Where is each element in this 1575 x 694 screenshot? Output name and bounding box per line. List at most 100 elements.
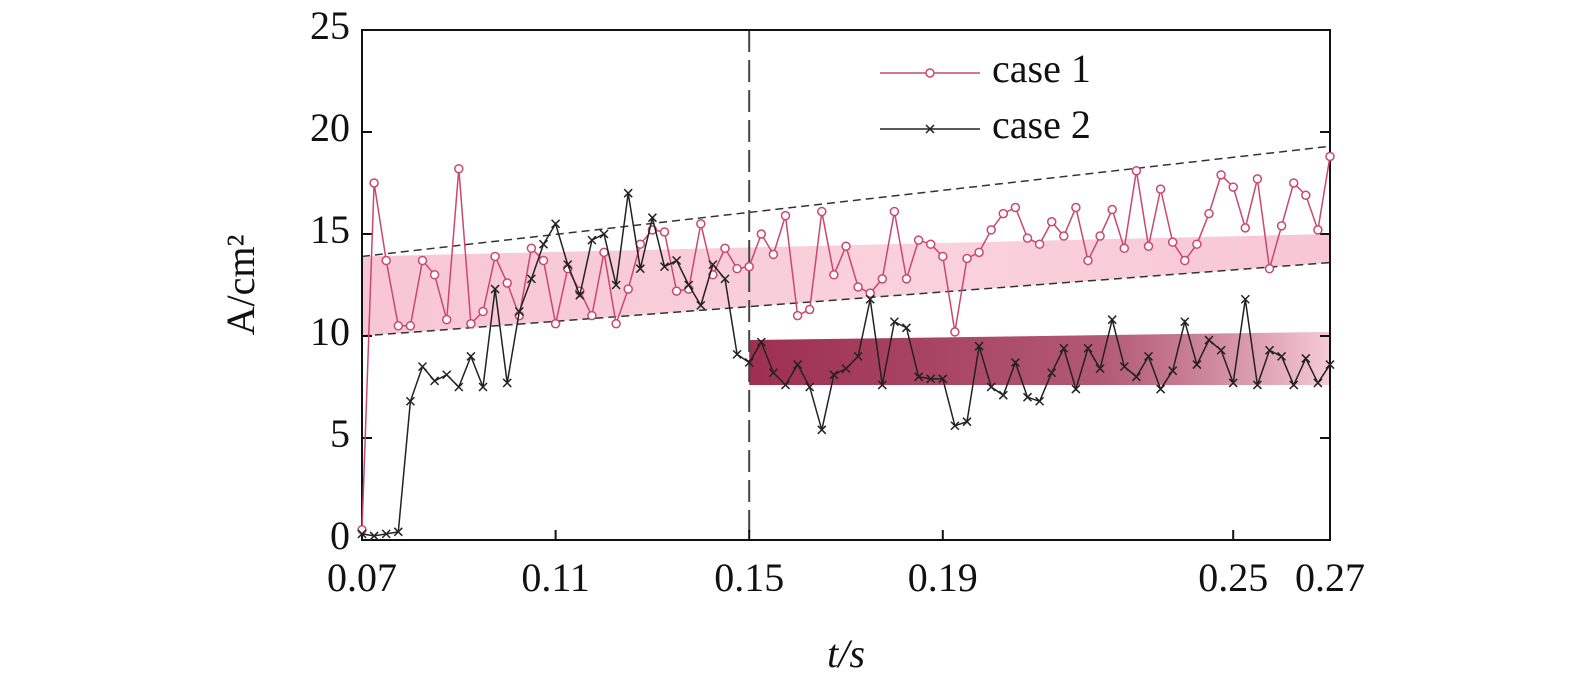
point: [1168, 366, 1178, 376]
point: [805, 382, 815, 392]
point: [962, 253, 972, 264]
point: [1047, 368, 1057, 378]
point: [841, 364, 851, 374]
point: [466, 351, 476, 361]
point: [853, 282, 863, 292]
point: [1192, 360, 1202, 370]
y-tick-label: 15: [310, 207, 350, 252]
point: [1010, 202, 1021, 213]
point: [454, 163, 464, 174]
point: [696, 219, 706, 229]
point: [538, 255, 549, 266]
point: [623, 188, 633, 198]
legend-label: case 2: [992, 102, 1091, 147]
point: [901, 274, 912, 284]
point: [538, 239, 549, 249]
point: [659, 262, 670, 272]
point: [829, 370, 839, 380]
point: [817, 206, 827, 217]
point: [974, 247, 984, 258]
point: [744, 261, 754, 272]
point: [744, 357, 754, 368]
point: [381, 255, 391, 266]
point: [1107, 204, 1117, 215]
point: [430, 376, 440, 386]
point: [1095, 364, 1105, 374]
point: [1155, 184, 1166, 194]
point: [623, 284, 633, 294]
point: [635, 264, 645, 274]
point: [490, 251, 500, 262]
point: [756, 229, 767, 239]
point: [1288, 178, 1299, 188]
point: [1252, 380, 1262, 390]
point: [575, 290, 585, 300]
point: [974, 341, 984, 351]
point: [829, 270, 839, 280]
point: [768, 249, 779, 260]
point: [817, 425, 827, 435]
point: [1301, 190, 1311, 200]
legend-label: case 1: [992, 46, 1091, 91]
point: [926, 374, 936, 384]
point: [1180, 255, 1190, 266]
point: [913, 235, 924, 245]
point: [1204, 208, 1214, 219]
point: [1083, 343, 1093, 353]
x-tick-label: 0.27: [1295, 555, 1365, 600]
point: [526, 243, 537, 254]
point: [526, 274, 536, 284]
x-tick-label: 0.11: [521, 555, 590, 600]
y-axis-label: A/cm²: [218, 235, 263, 336]
point: [1071, 384, 1081, 394]
point: [659, 227, 670, 237]
trend-line: [361, 145, 1331, 258]
point: [938, 374, 948, 384]
point: [1216, 345, 1226, 355]
point: [514, 306, 524, 317]
point: [1131, 372, 1141, 382]
point: [756, 337, 766, 347]
point: [877, 274, 888, 284]
point: [1035, 396, 1045, 406]
y-tick-label: 20: [310, 105, 350, 150]
point: [1204, 335, 1214, 345]
point: [563, 260, 573, 270]
point: [1083, 255, 1093, 266]
point: [1216, 170, 1226, 180]
point: [1119, 243, 1130, 254]
point: [1143, 351, 1154, 361]
point: [998, 390, 1008, 400]
point: [599, 229, 609, 239]
point: [611, 280, 621, 290]
point: [1276, 221, 1287, 231]
point: [1301, 353, 1311, 363]
point: [1313, 225, 1323, 235]
point: [611, 319, 621, 329]
point: [369, 531, 379, 541]
point: [1143, 241, 1154, 251]
point: [841, 241, 851, 251]
point: [672, 255, 682, 266]
point: [1167, 237, 1178, 247]
point: [914, 372, 924, 382]
point: [466, 319, 476, 329]
point: [720, 243, 730, 254]
point: [889, 206, 900, 217]
point: [1022, 233, 1033, 243]
point: [417, 362, 428, 372]
y-tick-label: 5: [330, 411, 350, 456]
point: [1264, 263, 1275, 274]
point: [1192, 239, 1202, 249]
point: [938, 251, 948, 262]
point: [587, 310, 597, 321]
plot-frame: [361, 29, 1331, 541]
x-tick-label: 0.19: [908, 555, 978, 600]
point: [1264, 345, 1275, 355]
point: [696, 300, 706, 310]
y-tick-label: 0: [330, 513, 350, 558]
x-tick-label: 0.15: [714, 555, 784, 600]
band: [749, 331, 1330, 385]
point: [357, 525, 367, 535]
